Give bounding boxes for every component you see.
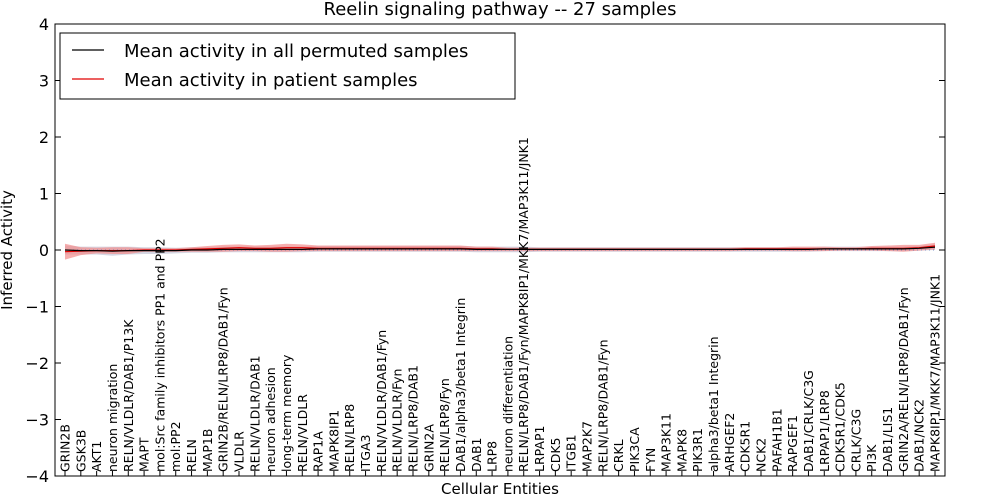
x-tick-label: PIK3R1 (690, 428, 705, 472)
x-tick-label: RELN/LRP8/DAB1 (406, 365, 421, 472)
x-tick-label: MAPK8IP1/MKK7/MAP3K11/JNK1 (928, 274, 943, 472)
y-tick-label: −4 (25, 467, 49, 486)
x-tick-label: MAP1B (200, 429, 215, 472)
x-axis-ticks (64, 471, 936, 476)
x-tick-label: PAFAH1B1 (769, 408, 784, 472)
y-tick-label: −2 (25, 354, 49, 373)
y-tick-label: 2 (39, 128, 49, 147)
x-tick-label: GSK3B (73, 430, 88, 472)
x-tick-label: MAPT (137, 437, 152, 472)
confidence-bands (65, 242, 935, 260)
legend: Mean activity in all permuted samples Me… (59, 32, 516, 100)
x-tick-label: VLDLR (232, 431, 247, 472)
x-tick-label: RELN/LRP8/DAB1/Fyn/MAPK8IP1/MKK7/MAP3K11… (516, 137, 531, 472)
x-tick-label: CRKL (611, 439, 626, 472)
x-tick-label: neuron differentiation (500, 336, 515, 472)
x-tick-label: long-term memory (279, 354, 294, 472)
x-tick-label: DAB1/NCK2 (912, 399, 927, 472)
x-tick-label: GRIN2B (58, 424, 73, 472)
y-tick-label: −1 (25, 298, 49, 317)
x-tick-label: CDK5R1 (738, 421, 753, 472)
x-tick-label: ITGB1 (564, 434, 579, 472)
y-tick-label: 4 (39, 15, 49, 34)
x-tick-label: RAPGEF1 (785, 415, 800, 472)
x-tick-label: NCK2 (754, 438, 769, 472)
line-permuted (64, 246, 936, 252)
x-tick-label: RELN/VLDLR/Fyn (390, 369, 405, 472)
legend-label-permuted: Mean activity in all permuted samples (124, 41, 468, 62)
x-tick-label: DAB1 (469, 438, 484, 473)
plot-frame (54, 23, 946, 477)
x-tick-label: mol:Src family inhibitors PP1 and PP2 (152, 238, 167, 472)
x-tick-label: CDK5R1/CDK5 (833, 382, 848, 472)
x-tick-label: GRIN2A (421, 424, 436, 472)
x-tick-label: MAPK8 (674, 429, 689, 472)
x-tick-label: mol:PP2 (168, 421, 183, 472)
x-tick-label: ARHGEF2 (722, 413, 737, 472)
x-tick-label: DAB1/LIS1 (880, 407, 895, 472)
x-tick-label: DAB1/CRLK/C3G (801, 370, 816, 472)
x-tick-label: RELN (184, 439, 199, 472)
x-tick-label: RELN/VLDLR/DAB1/Fyn (374, 330, 389, 472)
x-tick-label: LRPAP1 (532, 426, 547, 472)
legend-label-patient: Mean activity in patient samples (124, 70, 418, 91)
x-tick-label: FYN (643, 448, 658, 472)
x-axis-label: Cellular Entities (441, 480, 559, 498)
y-tick-label: 0 (39, 241, 49, 260)
x-tick-label: MAPK8IP1 (326, 410, 341, 472)
x-tick-label: ITGA3 (358, 434, 373, 472)
y-tick-label: 1 (39, 185, 49, 204)
x-tick-label: RELN/LRP8 (342, 404, 357, 472)
x-tick-label: neuron adhesion (263, 367, 278, 472)
x-tick-label: GRIN2B/RELN/LRP8/DAB1/Fyn (216, 287, 231, 472)
chart-title: Reelin signaling pathway -- 27 samples (324, 0, 677, 20)
x-tick-label: PIK3CA (627, 427, 642, 472)
legend-box (59, 32, 516, 100)
x-tick-label: RAP1A (311, 431, 326, 472)
x-tick-label: LRP8 (485, 441, 500, 472)
x-tick-label: MAP3K11 (659, 413, 674, 472)
x-tick-labels: GRIN2B GSK3B AKT1 neuron migration RELN/VLDL… (58, 137, 943, 472)
x-tick-label: RELN/LRP8/DAB1/Fyn (595, 339, 610, 472)
y-axis-ticks: −4 −3 −2 −1 0 1 2 3 4 (25, 15, 945, 486)
x-tick-label: GRIN2A/RELN/LRP8/DAB1/Fyn (896, 287, 911, 472)
x-tick-label: DAB1/alpha3/beta1 Integrin (453, 298, 468, 472)
x-tick-label: alpha3/beta1 Integrin (706, 336, 721, 472)
x-tick-label: MAP2K7 (580, 421, 595, 472)
y-tick-label: −3 (25, 411, 49, 430)
band-patient (65, 242, 935, 260)
series-lines (64, 245, 936, 253)
x-tick-label: AKT1 (89, 441, 104, 472)
x-tick-label: CRLK/C3G (848, 409, 863, 472)
y-axis-label: Inferred Activity (0, 190, 16, 310)
y-tick-label: 3 (39, 72, 49, 91)
x-tick-label: LRPAP1/LRP8 (817, 390, 832, 472)
x-tick-label: RELN/LRP8/Fyn (437, 378, 452, 472)
x-tick-label: PI3K (864, 444, 879, 472)
x-tick-label: neuron migration (105, 364, 120, 472)
x-tick-label: CDK5 (548, 437, 563, 472)
x-tick-label: RELN/VLDLR (295, 394, 310, 472)
x-tick-label: RELN/VLDLR/DAB1/P13K (121, 319, 136, 472)
x-tick-label: RELN/VLDLR/DAB1 (247, 355, 262, 472)
